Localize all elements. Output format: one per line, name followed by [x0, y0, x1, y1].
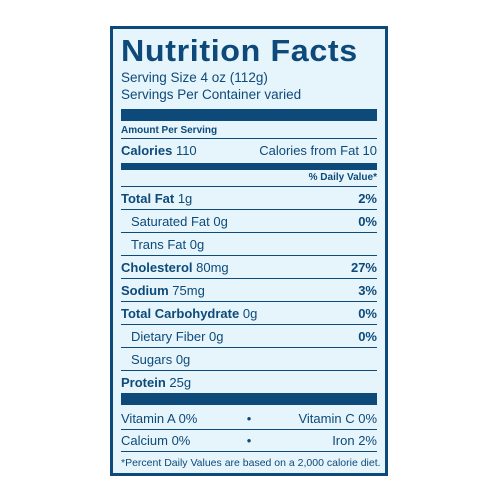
nutrient-amount: 1g: [177, 190, 193, 206]
vitamin-row-2: Calcium 0% • Iron 2%: [121, 429, 377, 451]
calories-label-group: Calories 110: [121, 143, 197, 158]
medium-divider: [121, 163, 377, 169]
iron: Iron 2%: [332, 433, 377, 448]
nutrient-dv: 0%: [358, 305, 377, 321]
calcium: Calcium 0%: [121, 433, 191, 448]
nutrient-amount: 0g: [209, 328, 224, 344]
calories-label: Calories: [121, 142, 173, 158]
nutrient-dv: 27%: [350, 259, 377, 275]
nutrient-row-protein: Protein 25g: [121, 370, 377, 393]
nutrient-amount: 0g: [213, 213, 228, 229]
nutrient-row-trans-fat: Trans Fat 0g: [121, 232, 377, 255]
calories-row: Calories 110 Calories from Fat 10: [121, 138, 377, 161]
servings-per-container: Servings Per Container varied: [121, 87, 302, 102]
serving-size: Serving Size 4 oz (112g): [121, 70, 268, 85]
nutrient-row-cholesterol: Cholesterol 80mg 27%: [121, 255, 377, 278]
calories-from-fat: Calories from Fat 10: [259, 142, 377, 158]
nutrient-row-total-fat: Total Fat 1g 2%: [121, 186, 377, 209]
nutrient-name: Protein: [121, 374, 166, 390]
nutrient-name: Cholesterol: [121, 259, 193, 275]
vitamin-a: Vitamin A 0%: [121, 410, 198, 426]
nutrient-amount: 80mg: [196, 259, 229, 275]
nutrient-amount: 0g: [189, 236, 205, 252]
nutrient-dv: 0%: [358, 213, 377, 229]
nutrient-row-dietary-fiber: Dietary Fiber 0g 0%: [121, 324, 377, 347]
footnote: *Percent Daily Values are based on a 2,0…: [121, 451, 381, 474]
nutrient-amount: 0g: [242, 305, 258, 321]
amount-per-serving: Amount Per Serving: [121, 125, 218, 136]
bullet-separator: •: [246, 433, 252, 448]
bullet-separator: •: [246, 410, 252, 426]
vitamin-c: Vitamin C 0%: [298, 410, 377, 426]
nutrient-dv: 2%: [358, 190, 377, 206]
nutrient-row-saturated-fat: Saturated Fat 0g 0%: [121, 209, 377, 232]
nutrient-dv: 0%: [358, 328, 377, 344]
thick-divider-bottom: [121, 393, 377, 405]
nutrient-name: Total Fat: [121, 190, 175, 206]
nutrient-name: Trans Fat: [131, 236, 187, 252]
nutrient-row-total-carbohydrate: Total Carbohydrate 0g 0%: [121, 301, 377, 324]
nutrient-name: Sodium: [121, 282, 169, 298]
daily-value-header: % Daily Value*: [121, 169, 377, 186]
thick-divider: [121, 109, 377, 121]
nutrient-name: Sugars: [131, 351, 173, 367]
nutrient-amount: 0g: [175, 351, 191, 367]
nutrient-name: Total Carbohydrate: [121, 305, 240, 321]
nutrition-facts-panel: Nutrition Facts Serving Size 4 oz (112g)…: [110, 26, 388, 476]
nutrient-amount: 25g: [169, 374, 192, 390]
vitamin-row-1: Vitamin A 0% • Vitamin C 0%: [121, 407, 377, 429]
nutrient-name: Dietary Fiber: [131, 328, 206, 344]
calories-value: 110: [175, 142, 197, 158]
label-title: Nutrition Facts: [121, 33, 358, 68]
nutrient-dv: 3%: [358, 282, 377, 298]
nutrient-name: Saturated Fat: [131, 213, 210, 229]
nutrient-row-sodium: Sodium 75mg 3%: [121, 278, 377, 301]
nutrient-row-sugars: Sugars 0g: [121, 347, 377, 370]
nutrient-amount: 75mg: [172, 282, 205, 298]
